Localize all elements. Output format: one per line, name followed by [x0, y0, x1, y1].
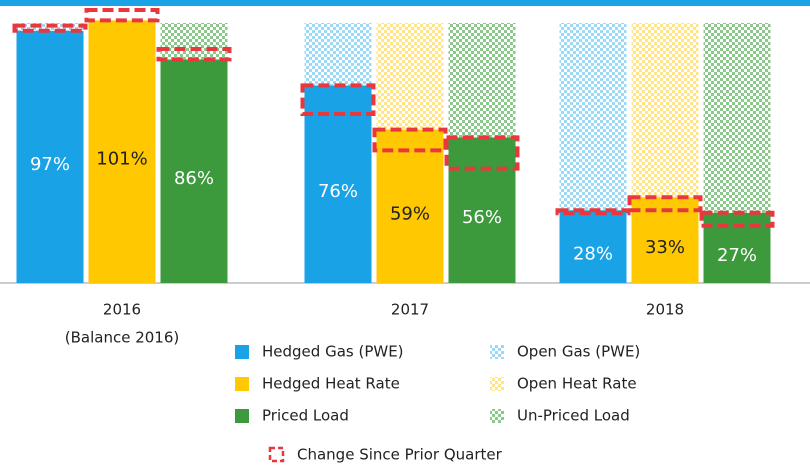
data-label: 28%: [573, 244, 613, 265]
open-bar: [631, 23, 699, 198]
header-strip: [0, 0, 810, 6]
legend-label: Open Heat Rate: [517, 375, 637, 393]
legend-label: Hedged Gas (PWE): [262, 343, 404, 361]
legend-change-swatch: [268, 446, 285, 463]
open-bar: [160, 23, 228, 60]
hedged-bar: [160, 59, 228, 284]
change-box: [156, 47, 232, 62]
legend-swatch: [235, 345, 249, 359]
legend-swatch: [235, 409, 249, 423]
hedged-bar: [304, 85, 372, 284]
change-box: [12, 23, 88, 33]
legend-label: Change Since Prior Quarter: [297, 446, 503, 464]
change-box: [84, 8, 160, 23]
hedged-bar: [448, 137, 516, 283]
legend-swatch: [490, 409, 504, 423]
legend-label: Un-Priced Load: [517, 407, 630, 425]
data-label: 33%: [645, 237, 685, 258]
hedged-bar: [376, 129, 444, 283]
x-tick-label: 2018: [646, 301, 684, 319]
data-label: 97%: [30, 154, 70, 175]
hedged-bar: [88, 20, 156, 284]
open-bar: [304, 23, 372, 86]
legend-swatch: [490, 377, 504, 391]
data-label: 86%: [174, 168, 214, 189]
change-box: [300, 83, 376, 117]
x-tick-label: 2017: [391, 301, 429, 319]
open-bar: [376, 23, 444, 130]
legend-label: Priced Load: [262, 407, 349, 425]
data-label: 101%: [96, 149, 147, 170]
open-bar: [448, 23, 516, 138]
legend-label: Hedged Heat Rate: [262, 375, 400, 393]
data-label: 56%: [462, 207, 502, 228]
open-bar: [559, 23, 627, 211]
x-tick-label: 2016: [103, 301, 141, 319]
legend-swatch: [235, 377, 249, 391]
data-label: 59%: [390, 203, 430, 224]
change-box: [627, 195, 703, 213]
legend-label: Open Gas (PWE): [517, 343, 640, 361]
hedged-bar: [16, 30, 84, 283]
change-box: [699, 210, 775, 228]
legend-swatch: [490, 345, 504, 359]
open-bar: [703, 23, 771, 213]
data-label: 27%: [717, 245, 757, 266]
change-box: [555, 208, 631, 216]
x-tick-sublabel: (Balance 2016): [65, 329, 179, 347]
hedged-bar: [559, 210, 627, 283]
data-label: 76%: [318, 181, 358, 202]
change-box: [444, 135, 520, 171]
